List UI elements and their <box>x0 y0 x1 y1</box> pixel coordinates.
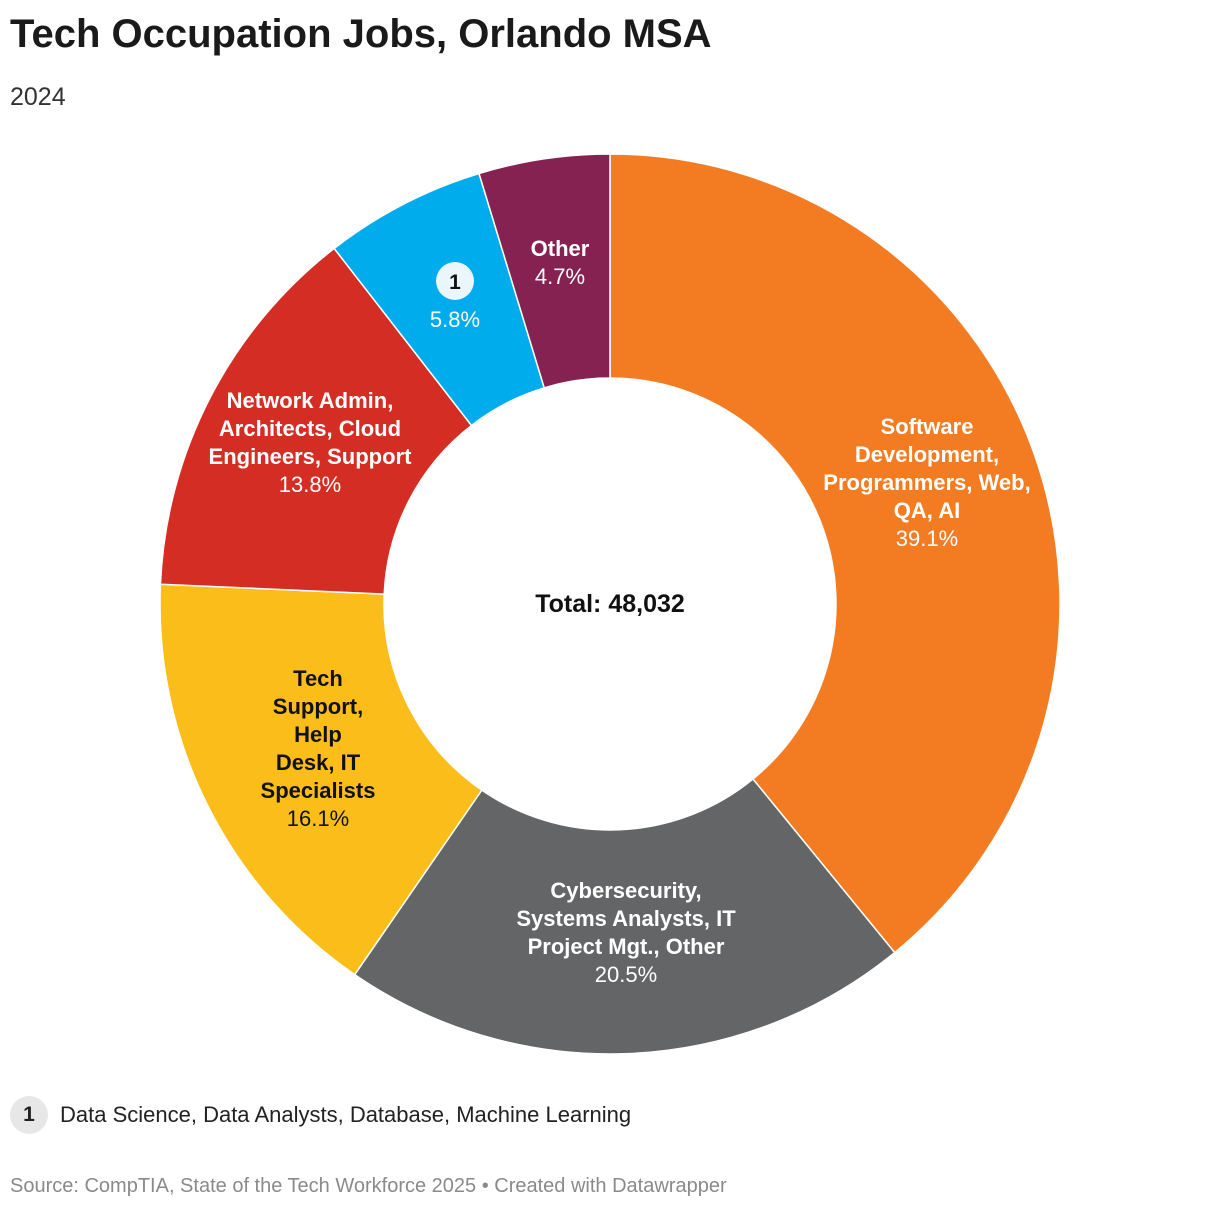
slice-marker-label: 1 <box>449 271 461 294</box>
slice-value-label: 4.7% <box>535 264 585 289</box>
slice-value-label: 13.8% <box>279 472 341 497</box>
donut-slice[interactable] <box>353 777 896 1055</box>
slice-label: Software <box>881 414 974 439</box>
chart-subtitle: 2024 <box>10 83 66 111</box>
slice-value-label: 16.1% <box>287 806 349 831</box>
slice-label: Engineers, Support <box>209 444 413 469</box>
slice-label: Systems Analysts, IT <box>516 906 736 931</box>
footnote-marker-badge <box>436 262 474 300</box>
footnote-marker: 1 <box>10 1096 48 1134</box>
slice-label: Tech <box>293 666 343 691</box>
chart-title: Tech Occupation Jobs, Orlando MSA <box>10 12 712 56</box>
slice-label: Development, <box>855 442 999 467</box>
slice-label: Cybersecurity, <box>550 878 701 903</box>
slice-label: Project Mgt., Other <box>528 934 725 959</box>
slice-value-label: 5.8% <box>430 307 480 332</box>
center-total-label: Total: 48,032 <box>535 590 685 618</box>
slice-label: Help <box>294 722 342 747</box>
slice-label: Architects, Cloud <box>219 416 401 441</box>
donut-chart: Software Development, Programmers, Web, QA,… <box>159 153 1061 1055</box>
footnote: 1 Data Science, Data Analysts, Database,… <box>10 1096 631 1134</box>
slice-label: Specialists <box>261 778 376 803</box>
slice-label: Programmers, Web, <box>823 470 1030 495</box>
donut-slice[interactable] <box>159 247 473 595</box>
slice-value-label: 39.1% <box>896 526 958 551</box>
slice-label: Other <box>531 236 590 261</box>
slice-label: Network Admin, <box>227 388 394 413</box>
donut-slice[interactable] <box>159 583 483 976</box>
slice-label: QA, AI <box>894 498 960 523</box>
donut-slice[interactable] <box>609 153 1061 954</box>
footnote-text: Data Science, Data Analysts, Database, M… <box>60 1102 632 1127</box>
slice-value-label: 20.5% <box>595 962 657 987</box>
source-note: Source: CompTIA, State of the Tech Workf… <box>10 1175 727 1197</box>
slice-label: Support, <box>273 694 363 719</box>
slice-label: Desk, IT <box>276 750 361 775</box>
donut-slice[interactable] <box>478 153 611 389</box>
